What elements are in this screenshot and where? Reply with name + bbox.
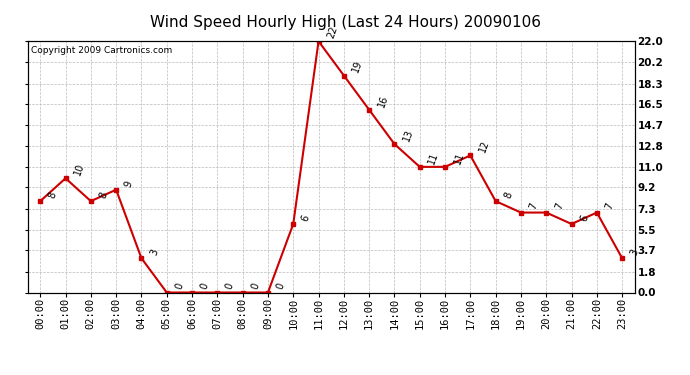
Text: 13: 13 — [402, 128, 415, 142]
Text: 0: 0 — [224, 282, 236, 291]
Text: Copyright 2009 Cartronics.com: Copyright 2009 Cartronics.com — [30, 46, 172, 55]
Text: 3: 3 — [629, 248, 640, 257]
Text: 8: 8 — [47, 190, 59, 200]
Text: 7: 7 — [553, 202, 564, 211]
Text: 0: 0 — [275, 282, 286, 291]
Text: 19: 19 — [351, 59, 364, 74]
Text: 3: 3 — [148, 248, 160, 257]
Text: Wind Speed Hourly High (Last 24 Hours) 20090106: Wind Speed Hourly High (Last 24 Hours) 2… — [150, 15, 540, 30]
Text: 22: 22 — [326, 25, 339, 40]
Text: 16: 16 — [376, 93, 390, 108]
Text: 7: 7 — [528, 202, 540, 211]
Text: 0: 0 — [199, 282, 210, 291]
Text: 8: 8 — [98, 190, 109, 200]
Text: 0: 0 — [174, 282, 185, 291]
Text: 7: 7 — [604, 202, 615, 211]
Text: 9: 9 — [123, 179, 135, 188]
Text: 10: 10 — [72, 162, 86, 177]
Text: 11: 11 — [452, 150, 466, 165]
Text: 0: 0 — [250, 282, 261, 291]
Text: 11: 11 — [426, 150, 440, 165]
Text: 6: 6 — [300, 213, 312, 223]
Text: 12: 12 — [477, 139, 491, 154]
Text: 6: 6 — [578, 213, 590, 223]
Text: 8: 8 — [502, 190, 514, 200]
